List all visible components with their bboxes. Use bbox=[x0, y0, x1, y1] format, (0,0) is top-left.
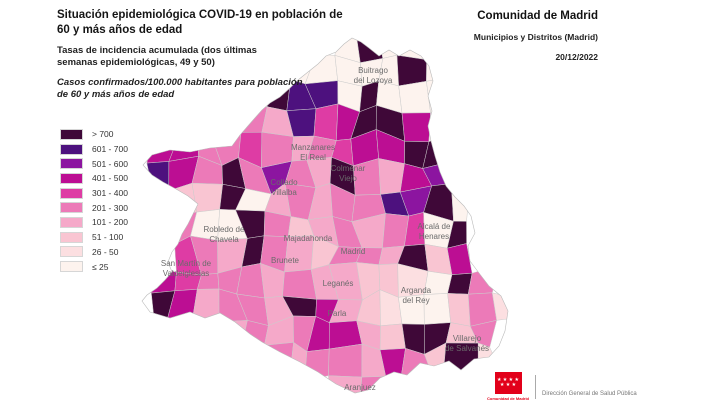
municipality-cell bbox=[451, 182, 471, 222]
legend-item: 501 - 600 bbox=[60, 156, 128, 171]
municipality-cell bbox=[447, 293, 471, 327]
municipality-label: Leganés bbox=[323, 279, 354, 288]
municipality-label: Buitrago bbox=[358, 66, 388, 75]
municipality-label: Valdeiglesias bbox=[163, 269, 210, 278]
legend-swatch bbox=[60, 202, 83, 214]
comunidad-madrid-logo: ★ ★ ★ ★ ★ ★ ★ Comunidad de Madrid bbox=[487, 372, 529, 401]
municipality-label: Aranjuez bbox=[344, 383, 376, 392]
legend-label: 51 - 100 bbox=[92, 232, 124, 243]
municipality-label: del Rey bbox=[402, 296, 429, 305]
legend-item: ≤ 25 bbox=[60, 259, 128, 274]
report-date: 20/12/2022 bbox=[555, 52, 598, 62]
municipality-cell bbox=[215, 320, 248, 345]
region-scope: Municipios y Distritos (Madrid) bbox=[473, 32, 598, 42]
legend-label: > 700 bbox=[92, 129, 114, 140]
madrid-flag-icon: ★ ★ ★ ★ ★ ★ ★ bbox=[494, 372, 522, 394]
municipality-label: Brunete bbox=[271, 256, 300, 265]
org-name: Dirección General de Salud Pública bbox=[542, 390, 637, 397]
municipality-cell bbox=[191, 182, 223, 213]
legend-swatch bbox=[60, 128, 83, 140]
municipality-label: Alcalá de bbox=[418, 222, 451, 231]
legend-item: 601 - 700 bbox=[60, 142, 128, 157]
municipality-cell bbox=[304, 348, 330, 381]
municipality-label: Madrid bbox=[341, 247, 365, 256]
incidence-legend: > 700 601 - 700 501 - 600 401 - 500 301 - 40… bbox=[60, 127, 128, 274]
municipality-cell bbox=[426, 78, 452, 115]
flag-stars-top: ★ ★ ★ ★ bbox=[496, 377, 520, 383]
legend-item: 26 - 50 bbox=[60, 245, 128, 260]
legend-item: 101 - 200 bbox=[60, 215, 128, 230]
legend-swatch bbox=[60, 261, 83, 273]
legend-swatch bbox=[60, 187, 83, 199]
municipality-cell bbox=[401, 112, 431, 143]
municipality-cell bbox=[396, 54, 427, 87]
municipality-label: El Real bbox=[300, 153, 326, 162]
region-outline bbox=[141, 37, 509, 394]
title-block: Situación epidemiológica COVID-19 en pob… bbox=[57, 8, 367, 101]
region-name: Comunidad de Madrid bbox=[477, 10, 598, 22]
municipality-cell bbox=[379, 323, 406, 351]
legend-label: 501 - 600 bbox=[92, 158, 128, 169]
legend-swatch bbox=[60, 172, 83, 184]
page-subtitle: Tasas de incidencia acumulada (dos últim… bbox=[57, 44, 257, 69]
municipality-cell bbox=[491, 292, 508, 321]
flag-stars-bottom: ★ ★ ★ bbox=[499, 382, 517, 388]
municipality-label: Villarejo bbox=[453, 334, 482, 343]
legend-swatch bbox=[60, 246, 83, 258]
municipality-label: Colmenar bbox=[331, 164, 366, 173]
municipality-label: Chavela bbox=[209, 235, 239, 244]
legend-label: 201 - 300 bbox=[92, 202, 128, 213]
municipality-cell bbox=[426, 58, 446, 82]
region-header: Comunidad de Madrid Municipios y Distrit… bbox=[474, 10, 598, 62]
municipality-label: Viejo bbox=[339, 174, 357, 183]
legend-item: 201 - 300 bbox=[60, 200, 128, 215]
legend-label: ≤ 25 bbox=[92, 261, 109, 272]
municipality-label: Arganda bbox=[401, 286, 432, 295]
legend-item: 401 - 500 bbox=[60, 171, 128, 186]
municipality-cell bbox=[263, 342, 294, 378]
footer: ★ ★ ★ ★ ★ ★ ★ Comunidad de Madrid Direcc… bbox=[487, 372, 637, 401]
municipality-label: San Martín de bbox=[161, 259, 212, 268]
legend-item: 301 - 400 bbox=[60, 186, 128, 201]
legend-swatch bbox=[60, 216, 83, 228]
municipality-label: Parla bbox=[328, 309, 347, 318]
municipality-label: Collado bbox=[270, 178, 298, 187]
logo-caption: Comunidad de Madrid bbox=[487, 395, 529, 401]
municipality-cell bbox=[396, 38, 428, 61]
legend-label: 101 - 200 bbox=[92, 217, 128, 228]
legend-item: > 700 bbox=[60, 127, 128, 142]
municipality-label: de Salvanés bbox=[445, 344, 489, 353]
municipality-cell bbox=[467, 264, 500, 295]
legend-label: 301 - 400 bbox=[92, 188, 128, 199]
legend-swatch bbox=[60, 143, 83, 155]
municipality-cell bbox=[428, 112, 452, 143]
legend-swatch bbox=[60, 158, 83, 170]
municipality-label: Robledo de bbox=[204, 225, 245, 234]
page-title: Situación epidemiológica COVID-19 en pob… bbox=[57, 9, 343, 36]
legend-item: 51 - 100 bbox=[60, 230, 128, 245]
municipality-cell bbox=[383, 376, 402, 393]
municipality-cell bbox=[313, 103, 339, 141]
legend-swatch bbox=[60, 231, 83, 243]
municipality-label: Manzanares bbox=[291, 143, 335, 152]
footer-divider bbox=[535, 374, 536, 399]
municipality-label: Majadahonda bbox=[284, 234, 333, 243]
municipality-cell bbox=[146, 161, 170, 192]
page-note: Casos confirmados/100.000 habitantes par… bbox=[57, 76, 303, 100]
municipality-cell bbox=[398, 81, 431, 114]
municipality-label: del Lozoya bbox=[354, 76, 393, 85]
legend-label: 601 - 700 bbox=[92, 144, 128, 155]
legend-label: 401 - 500 bbox=[92, 173, 128, 184]
municipality-cell bbox=[328, 343, 363, 378]
legend-label: 26 - 50 bbox=[92, 246, 119, 257]
municipality-label: Henares bbox=[419, 232, 449, 241]
municipality-cell bbox=[282, 269, 317, 300]
municipality-label: Villalba bbox=[271, 188, 297, 197]
